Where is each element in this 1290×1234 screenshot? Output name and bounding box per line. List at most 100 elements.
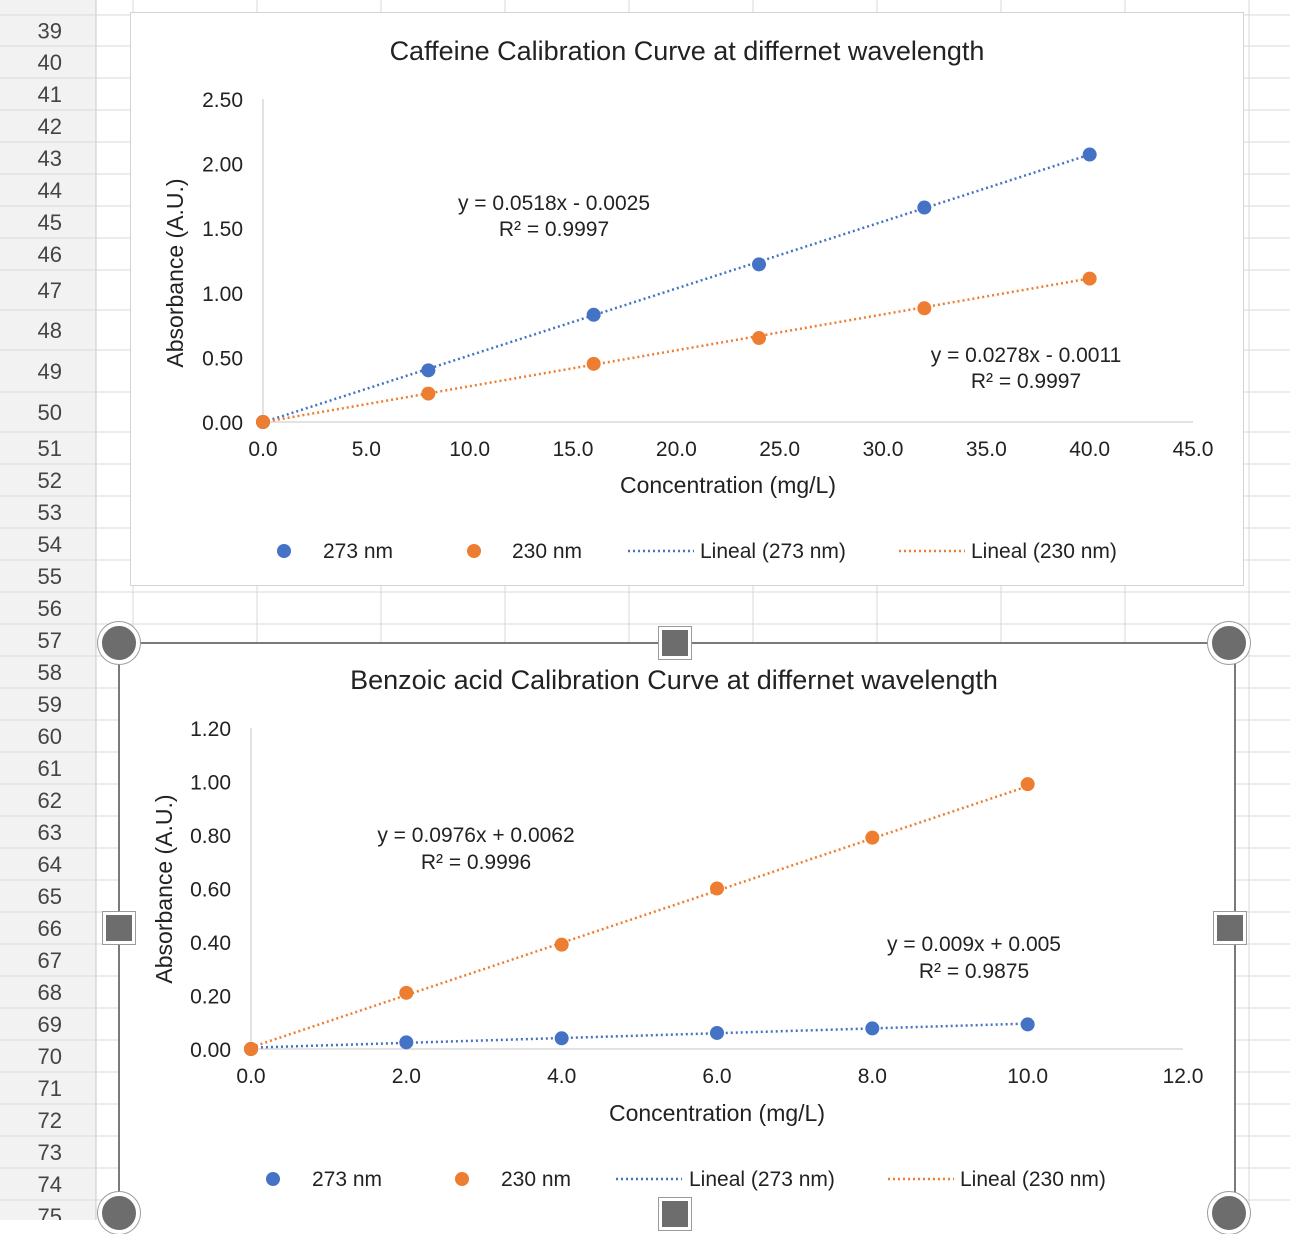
row-number[interactable]: 56 (38, 596, 62, 621)
x-axis-label[interactable]: Concentration (mg/L) (609, 1100, 825, 1126)
trendline[interactable] (250, 785, 1029, 1049)
x-tick-label: 20.0 (656, 438, 697, 461)
trendline-equation-230[interactable]: y = 0.0976x + 0.0062 (377, 824, 574, 847)
x-tick-label: 40.0 (1069, 438, 1110, 461)
row-number[interactable]: 53 (38, 500, 62, 525)
row-number[interactable]: 39 (38, 19, 62, 44)
data-point[interactable] (1082, 147, 1097, 162)
row-number[interactable]: 65 (38, 884, 62, 909)
legend-marker-230 (467, 544, 481, 558)
trendline-equation-273[interactable]: y = 0.009x + 0.005 (887, 933, 1061, 956)
benzoic-acid-chart[interactable]: Benzoic acid Calibration Curve at differ… (118, 642, 1236, 1222)
resize-handle-bottom-right[interactable] (1208, 1192, 1250, 1234)
trendline-equation-273[interactable]: y = 0.0518x - 0.0025 (458, 192, 650, 215)
caffeine-chart[interactable]: Caffeine Calibration Curve at differnet … (130, 12, 1244, 586)
row-number[interactable]: 58 (38, 660, 62, 685)
trendline-r2-230[interactable]: R² = 0.9996 (421, 851, 531, 874)
data-point[interactable] (421, 386, 436, 401)
data-point[interactable] (865, 1021, 880, 1036)
data-point[interactable] (586, 307, 601, 322)
resize-handle-bottom-left[interactable] (98, 1192, 140, 1234)
row-number[interactable]: 60 (38, 724, 62, 749)
row-number[interactable]: 49 (38, 359, 62, 384)
row-number[interactable]: 63 (38, 820, 62, 845)
y-tick-label: 0.00 (190, 1039, 231, 1062)
row-number[interactable]: 47 (38, 278, 62, 303)
legend-label-230-trend: Lineal (230 nm) (971, 540, 1117, 563)
row-number[interactable]: 64 (38, 852, 62, 877)
data-point[interactable] (554, 1031, 569, 1046)
trendline[interactable] (262, 153, 1091, 424)
resize-handle-bottom-center[interactable] (659, 1198, 691, 1230)
data-point[interactable] (1082, 271, 1097, 286)
data-point[interactable] (244, 1042, 258, 1056)
chart-legend[interactable]: 273 nm 230 nm Lineal (273 nm) Lineal (23… (266, 1168, 1106, 1191)
row-number[interactable]: 46 (38, 242, 62, 267)
y-axis-label[interactable]: Absorbance (A.U.) (151, 794, 177, 983)
row-number[interactable]: 72 (38, 1108, 62, 1133)
y-tick-label: 1.50 (202, 218, 243, 241)
trendline-equation-230[interactable]: y = 0.0278x - 0.0011 (931, 344, 1122, 367)
row-number[interactable]: 44 (38, 178, 62, 203)
trendline[interactable] (250, 1022, 1028, 1049)
chart-legend[interactable]: 273 nm 230 nm Lineal (273 nm) Lineal (23… (277, 540, 1117, 563)
legend-label-230-trend: Lineal (230 nm) (960, 1168, 1106, 1191)
x-tick-label: 4.0 (547, 1065, 576, 1088)
row-number[interactable]: 51 (38, 436, 62, 461)
data-point[interactable] (917, 200, 932, 215)
row-number[interactable]: 41 (38, 82, 62, 107)
resize-handle-middle-right[interactable] (1214, 912, 1246, 944)
y-axis-label[interactable]: Absorbance (A.U.) (162, 178, 188, 367)
trendline-r2-273[interactable]: R² = 0.9997 (499, 218, 609, 241)
row-number[interactable]: 50 (38, 400, 62, 425)
row-number[interactable]: 74 (38, 1172, 62, 1197)
resize-handle-top-center[interactable] (659, 627, 691, 659)
row-number[interactable]: 75 (38, 1204, 62, 1220)
row-number[interactable]: 57 (38, 628, 62, 653)
chart-title[interactable]: Benzoic acid Calibration Curve at differ… (350, 665, 998, 695)
data-point[interactable] (421, 363, 436, 378)
data-point[interactable] (752, 331, 766, 346)
trendline-r2-273[interactable]: R² = 0.9875 (919, 960, 1029, 983)
data-point[interactable] (1020, 777, 1035, 792)
row-number[interactable]: 68 (38, 980, 62, 1005)
x-tick-label: 6.0 (702, 1065, 731, 1088)
data-point[interactable] (399, 1035, 414, 1050)
row-number[interactable]: 48 (38, 318, 62, 343)
row-number[interactable]: 42 (38, 114, 62, 139)
y-tick-label: 1.20 (190, 718, 231, 741)
row-number[interactable]: 52 (38, 468, 62, 493)
row-number[interactable]: 70 (38, 1044, 62, 1069)
legend-label-273-trend: Lineal (273 nm) (700, 540, 846, 563)
row-number[interactable]: 40 (38, 50, 62, 75)
x-tick-label: 10.0 (1007, 1065, 1048, 1088)
data-point[interactable] (554, 937, 569, 952)
data-point[interactable] (710, 1025, 724, 1040)
row-number[interactable]: 73 (38, 1140, 62, 1165)
data-point[interactable] (586, 356, 601, 371)
row-number[interactable]: 55 (38, 564, 62, 589)
data-point[interactable] (710, 881, 724, 896)
data-point[interactable] (752, 257, 766, 272)
row-number[interactable]: 69 (38, 1012, 62, 1037)
row-number[interactable]: 45 (38, 210, 62, 235)
row-number[interactable]: 62 (38, 788, 62, 813)
data-point[interactable] (865, 830, 880, 845)
row-number[interactable]: 66 (38, 916, 62, 941)
row-number[interactable]: 61 (38, 756, 62, 781)
row-number[interactable]: 71 (38, 1076, 62, 1101)
data-point[interactable] (917, 301, 932, 316)
x-axis-label[interactable]: Concentration (mg/L) (620, 472, 836, 498)
row-number[interactable]: 54 (38, 532, 62, 557)
row-number[interactable]: 43 (38, 146, 62, 171)
chart-title[interactable]: Caffeine Calibration Curve at differnet … (390, 36, 985, 66)
data-point[interactable] (256, 415, 270, 429)
trendline-r2-230[interactable]: R² = 0.9997 (971, 370, 1081, 393)
row-number[interactable]: 59 (38, 692, 62, 717)
data-point[interactable] (399, 985, 414, 1000)
resize-handle-middle-left[interactable] (103, 912, 135, 944)
resize-handle-top-left[interactable] (98, 622, 140, 664)
row-number[interactable]: 67 (38, 948, 62, 973)
data-point[interactable] (1020, 1017, 1035, 1032)
resize-handle-top-right[interactable] (1208, 622, 1250, 664)
